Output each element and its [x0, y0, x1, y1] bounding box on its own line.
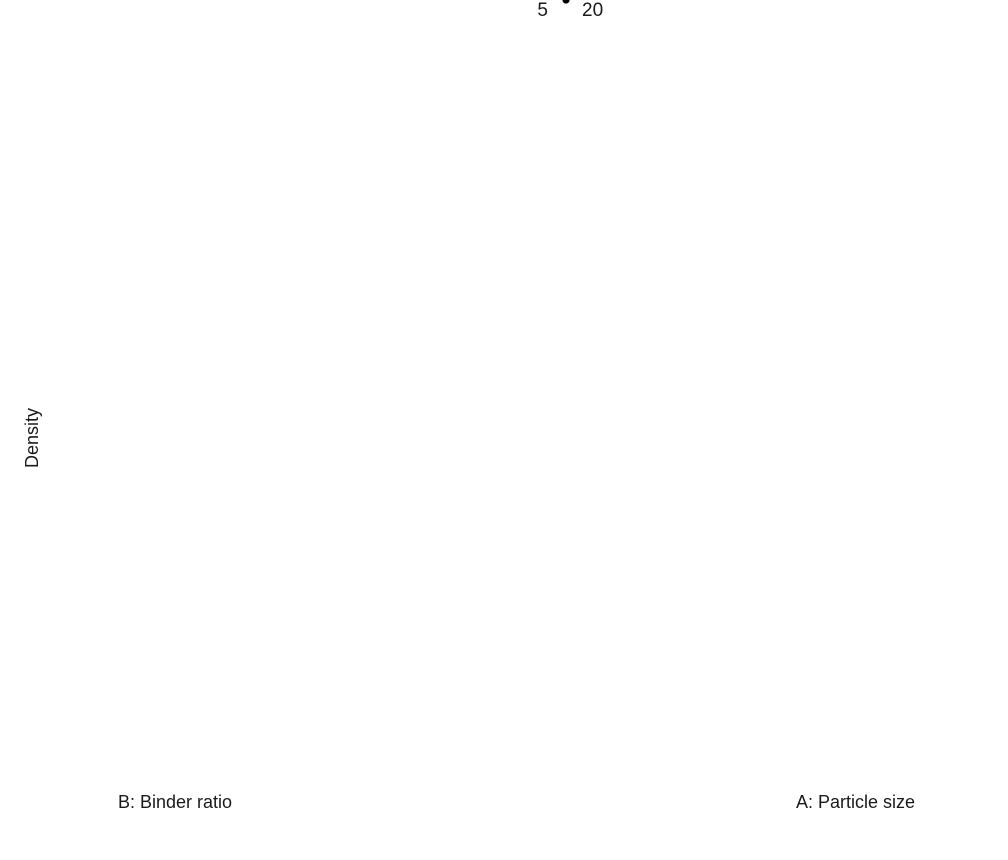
tick-labels: 20304050605791113150.40.450.50.550.60.65	[537, 0, 603, 21]
z-axis-title: Density	[22, 408, 42, 468]
y-tick-mark	[562, 0, 570, 4]
axes	[562, 0, 570, 4]
x-tick-label: 20	[582, 0, 603, 21]
y-tick-label: 5	[537, 0, 548, 21]
x-axis-title: A: Particle size	[796, 792, 915, 812]
y-axis-title: B: Binder ratio	[118, 792, 232, 812]
